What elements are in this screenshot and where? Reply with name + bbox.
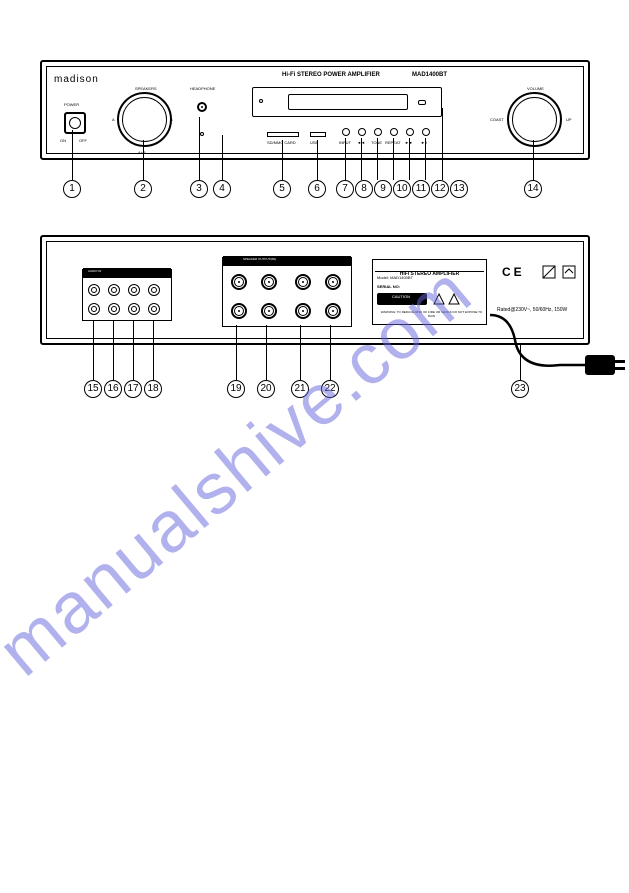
callout-20: 20 — [257, 380, 275, 398]
callout-11: 11 — [412, 180, 430, 198]
caution-label: CAUTION — [392, 294, 410, 299]
bt-icon — [259, 99, 263, 103]
speaker-out-label: SPEAKER OUTPUT(8Ω) — [243, 257, 276, 261]
speaker-b-label: B — [170, 117, 173, 122]
ir-sensor — [418, 100, 426, 105]
callout-7: 7 — [336, 180, 354, 198]
sd-slot[interactable] — [267, 132, 299, 137]
callout-21: 21 — [291, 380, 309, 398]
callout-1: 1 — [63, 180, 81, 198]
speakers-knob[interactable] — [117, 92, 172, 147]
front-panel: madison Hi-Fi STEREO POWER AMPLIFIER MAD… — [40, 60, 590, 160]
input-button[interactable] — [342, 128, 350, 136]
callout-15: 15 — [84, 380, 102, 398]
callout-19: 19 — [227, 380, 245, 398]
warning-triangle-2 — [448, 293, 460, 305]
speaker-ab-label: A+B — [138, 150, 146, 155]
callout-10: 10 — [393, 180, 411, 198]
speaker-out-group: SPEAKER OUTPUT(8Ω) — [222, 257, 352, 327]
vol-min-label: COAST — [490, 117, 504, 122]
rca-l2[interactable] — [108, 284, 120, 296]
warning-triangle-1 — [433, 293, 445, 305]
bp-r2-pos[interactable] — [231, 303, 247, 319]
callout-12: 12 — [431, 180, 449, 198]
usb-slot[interactable] — [310, 132, 326, 137]
rca-r4[interactable] — [148, 303, 160, 315]
callout-5: 5 — [273, 180, 291, 198]
weee-icon — [542, 265, 556, 279]
callout-17: 17 — [124, 380, 142, 398]
plate-title-box: HiFi STEREO AMPLIFIER — [375, 262, 484, 272]
rca-r1[interactable] — [88, 303, 100, 315]
callout-13: 13 — [450, 180, 468, 198]
bp-r1-pos[interactable] — [231, 274, 247, 290]
plate-model: Model: MAD1400BT — [377, 275, 413, 280]
spec-plate: HiFi STEREO AMPLIFIER Model: MAD1400BT S… — [372, 259, 487, 325]
play-button[interactable] — [422, 128, 430, 136]
headphone-label: HEADPHONE — [190, 86, 215, 91]
volume-label: VOLUME — [527, 86, 544, 91]
ce-mark: CE — [502, 265, 525, 279]
audio-in-group: AUDIO IN — [82, 269, 172, 321]
power-on-label: ON — [60, 138, 66, 143]
callout-14: 14 — [524, 180, 542, 198]
plate-serial: SERIAL NO: — [377, 284, 400, 289]
callout-3: 3 — [190, 180, 208, 198]
display-frame — [252, 87, 442, 117]
bp-l1-neg[interactable] — [325, 274, 341, 290]
callout-16: 16 — [104, 380, 122, 398]
rca-l3[interactable] — [128, 284, 140, 296]
rca-l1[interactable] — [88, 284, 100, 296]
rca-l4[interactable] — [148, 284, 160, 296]
next-button[interactable] — [406, 128, 414, 136]
bp-l2-neg[interactable] — [325, 303, 341, 319]
prev-button[interactable] — [358, 128, 366, 136]
headphone-led — [200, 132, 204, 136]
volume-knob[interactable] — [507, 92, 562, 147]
model-label: MAD1400BT — [412, 72, 447, 78]
callout-4: 4 — [213, 180, 231, 198]
plate-fine-print: WARNING: TO REDUCE RISK OF FIRE OR SHOCK… — [377, 310, 486, 318]
rca-r2[interactable] — [108, 303, 120, 315]
callout-22: 22 — [321, 380, 339, 398]
rca-r3[interactable] — [128, 303, 140, 315]
callout-6: 6 — [308, 180, 326, 198]
power-off-label: OFF — [79, 138, 87, 143]
caution-box: CAUTION — [377, 293, 427, 305]
bp-r2-neg[interactable] — [261, 303, 277, 319]
callout-9: 9 — [374, 180, 392, 198]
audio-in-label: AUDIO IN — [88, 269, 101, 273]
indoor-icon — [562, 265, 576, 279]
repeat-button[interactable] — [390, 128, 398, 136]
power-button[interactable] — [64, 112, 86, 134]
speakers-label: SPEAKERS — [135, 86, 157, 91]
speaker-a-label: A — [112, 117, 115, 122]
power-label: POWER — [64, 102, 79, 107]
lcd-display — [288, 94, 408, 110]
bp-l1-pos[interactable] — [295, 274, 311, 290]
panel-title: Hi-Fi STEREO POWER AMPLIFIER — [282, 72, 380, 78]
vol-max-label: UP — [566, 117, 572, 122]
callout-2: 2 — [134, 180, 152, 198]
bp-r1-neg[interactable] — [261, 274, 277, 290]
headphone-jack[interactable] — [197, 102, 207, 112]
power-cord — [490, 310, 629, 400]
tone-button[interactable] — [374, 128, 382, 136]
callout-8: 8 — [355, 180, 373, 198]
brand-label: madison — [54, 74, 99, 85]
callout-18: 18 — [144, 380, 162, 398]
bp-l2-pos[interactable] — [295, 303, 311, 319]
